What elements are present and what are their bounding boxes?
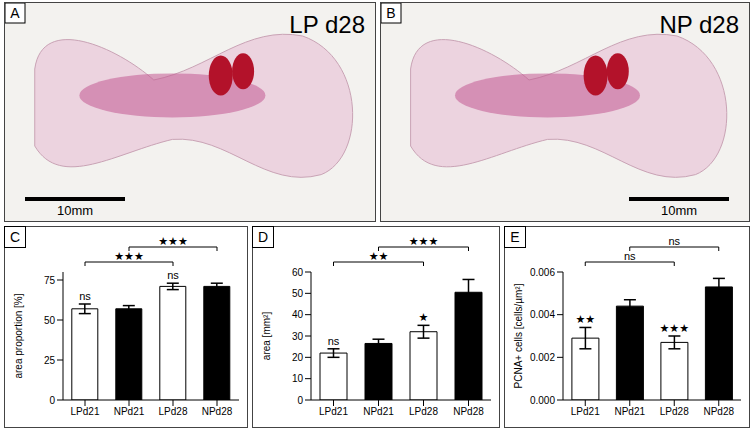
svg-text:★★★: ★★★ [659, 322, 689, 334]
svg-text:ns: ns [328, 335, 340, 347]
svg-text:NP d28: NP d28 [659, 11, 739, 38]
svg-text:LPd28: LPd28 [409, 406, 438, 417]
svg-text:★: ★ [419, 311, 429, 323]
svg-text:ns: ns [79, 290, 91, 302]
svg-text:★★★: ★★★ [158, 235, 188, 247]
svg-text:NPd28: NPd28 [202, 406, 233, 417]
svg-text:0.004: 0.004 [530, 309, 555, 320]
svg-text:A: A [10, 5, 20, 21]
svg-text:LP d28: LP d28 [289, 11, 365, 38]
svg-text:10mm: 10mm [57, 203, 93, 218]
html-text:D: D [257, 229, 269, 245]
svg-text:★★: ★★ [575, 313, 595, 325]
svg-text:area proportion [%]: area proportion [%] [13, 293, 24, 378]
svg-text:0: 0 [297, 395, 303, 406]
svg-text:ns: ns [624, 250, 636, 262]
html-text:C: C [9, 229, 21, 245]
svg-text:★★★: ★★★ [409, 235, 439, 247]
svg-text:NPd21: NPd21 [114, 406, 145, 417]
svg-text:20: 20 [292, 352, 304, 363]
svg-text:LPd21: LPd21 [319, 406, 348, 417]
svg-text:LPd28: LPd28 [660, 406, 689, 417]
svg-text:0.002: 0.002 [530, 352, 555, 363]
svg-text:30: 30 [292, 331, 304, 342]
svg-text:area [mm²]: area [mm²] [261, 312, 272, 361]
svg-text:10: 10 [292, 373, 304, 384]
svg-text:NPd21: NPd21 [363, 406, 394, 417]
svg-text:LPd21: LPd21 [571, 406, 600, 417]
svg-text:40: 40 [292, 309, 304, 320]
svg-text:★★★: ★★★ [114, 250, 144, 262]
svg-text:75: 75 [44, 275, 56, 286]
svg-text:10mm: 10mm [661, 203, 697, 218]
svg-text:B: B [386, 5, 395, 21]
svg-text:60: 60 [292, 267, 304, 278]
svg-text:NPd21: NPd21 [614, 406, 645, 417]
svg-text:0.000: 0.000 [530, 395, 555, 406]
svg-text:★★: ★★ [369, 250, 389, 262]
svg-text:50: 50 [292, 288, 304, 299]
svg-text:LPd28: LPd28 [159, 406, 188, 417]
svg-text:NPd28: NPd28 [703, 406, 734, 417]
svg-text:NPd28: NPd28 [453, 406, 484, 417]
svg-text:0.006: 0.006 [530, 267, 555, 278]
svg-text:ns: ns [167, 269, 179, 281]
html-text:E: E [510, 229, 520, 245]
svg-text:50: 50 [44, 315, 56, 326]
svg-text:LPd21: LPd21 [71, 406, 100, 417]
svg-text:ns: ns [668, 235, 680, 247]
svg-text:0: 0 [49, 395, 55, 406]
svg-text:PCNA+ cells [cells/µm²]: PCNA+ cells [cells/µm²] [513, 283, 524, 388]
svg-text:25: 25 [44, 355, 56, 366]
